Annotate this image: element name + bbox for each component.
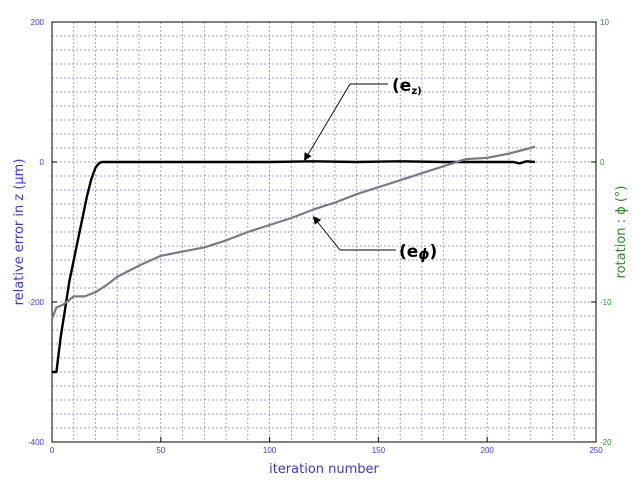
annotations: (ez) (eϕ) [304,76,437,263]
x-tick-label: 150 [372,446,386,455]
left-axis-title: relative error in z (μm) [12,159,27,306]
annotation-ephi-arrow [313,216,322,225]
y-tick-label: 200 [31,18,45,27]
x-tick-label: 100 [263,446,277,455]
y2-tick-label: -20 [600,438,612,447]
series-line-ephi [50,145,536,320]
annotation-ez-arrow [304,152,312,161]
left-axis: 200 0 -200 -400 [28,18,57,447]
x-tick-label: 50 [156,446,165,455]
x-tick-label: 0 [50,446,55,455]
right-axis-title: rotation : ϕ (°) [614,186,629,279]
y-tick-label: 0 [40,158,45,167]
annotation-ephi: (eϕ) [399,242,437,263]
annotation-ez-leader [305,83,388,159]
series-layer [50,145,536,374]
y2-tick-label: 0 [600,158,605,167]
right-axis: 10 0 -10 -20 [591,18,612,447]
x-tick-label: 250 [589,446,603,455]
x-axis-title: iteration number [269,462,379,477]
y2-tick-label: -10 [600,298,612,307]
x-axis: 0 50 100 150 200 250 [50,437,603,455]
y-tick-label: -400 [28,438,45,447]
annotation-ephi-leader [315,219,396,251]
plot-frame [51,21,597,443]
y-tick-label: -200 [28,298,45,307]
x-tick-label: 200 [481,446,495,455]
annotation-ez: (ez) [392,76,422,97]
y2-tick-label: 10 [600,18,609,27]
grid [52,22,596,442]
series-line-ez [52,160,536,374]
